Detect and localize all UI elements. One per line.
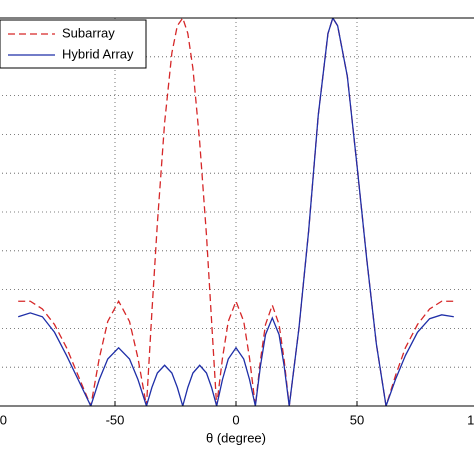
legend-label: Hybrid Array: [62, 46, 134, 61]
legend-box: [0, 19, 147, 69]
x-tick-label: 0: [232, 412, 239, 427]
series-line: [18, 18, 454, 406]
x-tick-label: 100: [467, 412, 474, 427]
x-tick-label: -100: [0, 412, 7, 427]
x-tick-label: 50: [350, 412, 364, 427]
legend: Subarray Hybrid Array: [0, 19, 147, 69]
legend-label: Subarray: [62, 25, 115, 40]
x-tick-label: -50: [106, 412, 125, 427]
plot-lines: [18, 18, 454, 406]
ticks: 00.10.20.30.40.50.60.70.80.91-100-500501…: [0, 401, 474, 427]
x-axis-label: θ (degree): [206, 430, 266, 445]
grid: [0, 17, 474, 407]
